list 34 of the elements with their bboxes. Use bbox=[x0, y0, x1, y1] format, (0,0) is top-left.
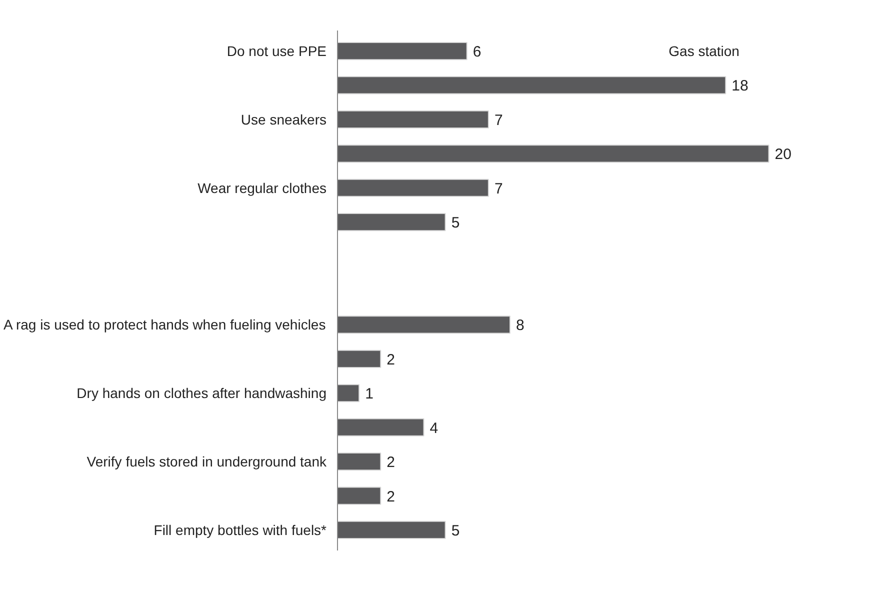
bar bbox=[338, 350, 382, 368]
bar bbox=[338, 76, 726, 94]
y-tick-label: Wear regular clothes bbox=[198, 180, 327, 196]
data-label: 5 bbox=[451, 522, 460, 540]
y-tick-label: Verify fuels stored in underground tank bbox=[86, 454, 328, 470]
bar bbox=[338, 213, 446, 232]
data-label: 1 bbox=[365, 386, 374, 403]
annotation: Gas station bbox=[668, 43, 740, 60]
data-label: 2 bbox=[386, 351, 395, 368]
y-tick-label: Do not use PPE bbox=[226, 43, 327, 60]
bar bbox=[338, 452, 382, 471]
bar bbox=[338, 110, 489, 128]
bar bbox=[338, 486, 382, 505]
bar bbox=[338, 316, 510, 334]
data-label: 7 bbox=[494, 112, 503, 129]
bar bbox=[338, 144, 770, 163]
data-label: 2 bbox=[386, 488, 395, 506]
data-label: 20 bbox=[774, 146, 792, 164]
data-label: 5 bbox=[451, 214, 460, 232]
bar bbox=[338, 418, 424, 436]
data-label: 18 bbox=[732, 78, 748, 95]
data-label: 4 bbox=[430, 420, 438, 437]
bar bbox=[338, 42, 468, 60]
y-tick-label: Dry hands on clothes after handwashing bbox=[76, 385, 327, 402]
data-label: 8 bbox=[516, 317, 524, 334]
data-label: 6 bbox=[472, 44, 482, 61]
data-label: 2 bbox=[386, 454, 395, 472]
bar bbox=[338, 178, 489, 197]
y-tick-label: Use sneakers bbox=[240, 111, 326, 128]
bar bbox=[338, 520, 446, 540]
y-tick-label: A rag is used to protect hands when fueling vehicles bbox=[4, 316, 326, 333]
bar bbox=[338, 384, 360, 402]
y-tick-label: Fill empty bottles with fuels* bbox=[154, 522, 328, 538]
data-label: 7 bbox=[494, 180, 503, 198]
